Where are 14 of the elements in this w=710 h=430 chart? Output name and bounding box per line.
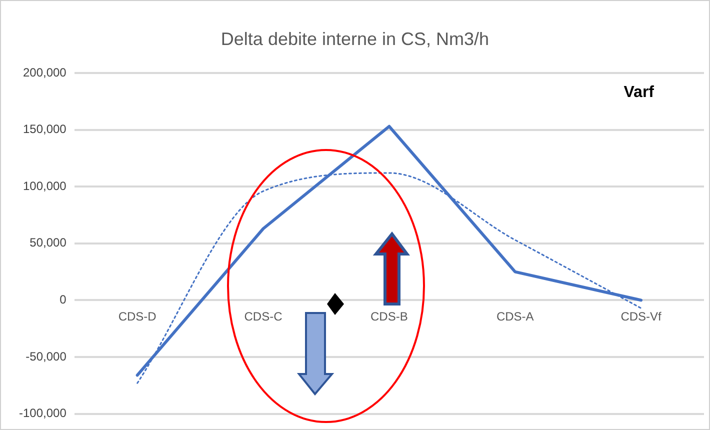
y-tick-label: -100,000 <box>19 406 67 420</box>
x-tick-label: CDS-C <box>244 310 283 324</box>
y-tick-label: -50,000 <box>26 349 67 364</box>
x-tick-label: CDS-D <box>118 310 157 324</box>
y-tick-label: 200,000 <box>22 65 67 80</box>
y-tick-label: 150,000 <box>22 122 67 136</box>
y-tick-label: 0 <box>60 292 67 307</box>
y-tick-label: 50,000 <box>30 236 67 250</box>
y-tick-label: 100,000 <box>22 178 67 193</box>
x-tick-label: CDS-A <box>496 310 534 324</box>
x-tick-label: CDS-B <box>370 310 408 324</box>
x-tick-label: CDS-Vf <box>620 310 662 324</box>
chart-title: Delta debite interne in CS, Nm3/h <box>220 29 490 50</box>
annotation: Varf <box>624 84 655 101</box>
